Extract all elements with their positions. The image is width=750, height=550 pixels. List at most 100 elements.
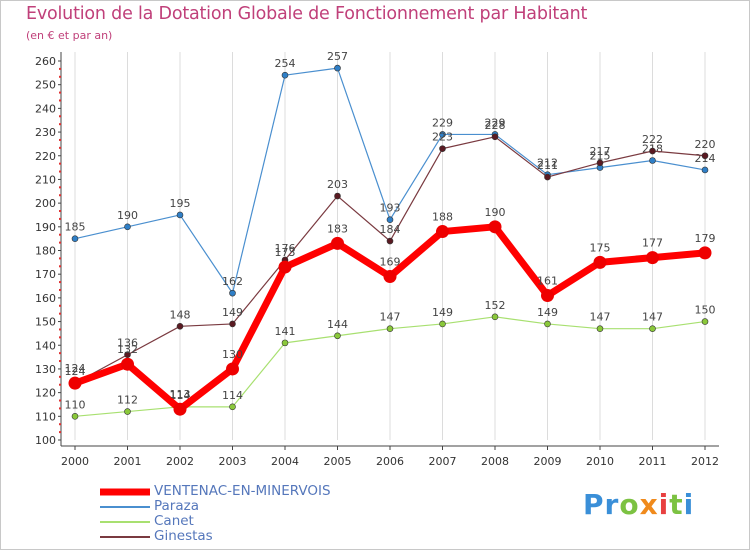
y-minor-tick — [59, 407, 61, 410]
data-point-canet — [596, 325, 604, 332]
data-label-canet: 149 — [537, 306, 558, 319]
data-point-canet — [491, 313, 499, 321]
y-minor-tick — [59, 288, 61, 291]
y-tick-label: 230 — [35, 126, 56, 139]
data-label-paraza: 215 — [590, 150, 611, 163]
data-point-ventenac — [698, 246, 712, 260]
data-label-canet: 114 — [170, 389, 191, 402]
y-tick-label: 240 — [35, 102, 56, 115]
data-point-canet — [386, 325, 394, 332]
data-label-paraza: 193 — [380, 202, 401, 215]
y-minor-tick — [59, 336, 61, 339]
y-tick-label: 120 — [35, 387, 56, 400]
x-tick-label: 2009 — [534, 455, 562, 468]
data-point-canet — [701, 318, 709, 325]
legend-swatch-ventenac — [100, 488, 150, 495]
y-tick-label: 130 — [35, 363, 56, 376]
data-label-paraza: 254 — [275, 57, 296, 70]
chart-title: Evolution de la Dotation Globale de Fonc… — [26, 4, 588, 24]
data-point-paraza — [701, 166, 709, 174]
y-minor-tick — [59, 186, 61, 189]
data-point-ventenac — [488, 220, 502, 234]
y-tick-label: 200 — [35, 197, 56, 210]
chart-subtitle: (en € et par an) — [26, 29, 113, 42]
data-label-canet: 150 — [695, 304, 716, 317]
data-label-paraza: 229 — [432, 116, 453, 129]
data-label-paraza: 162 — [222, 275, 243, 288]
data-point-ventenac — [121, 357, 134, 371]
data-point-ginestas — [386, 237, 394, 245]
legend-item-ginestas[interactable]: Ginestas — [100, 529, 331, 544]
data-label-ventenac: 183 — [327, 222, 348, 235]
legend-label-ginestas: Ginestas — [154, 528, 213, 544]
y-minor-tick — [59, 375, 61, 378]
data-label-ginestas: 184 — [380, 223, 401, 236]
data-point-ventenac — [226, 362, 239, 376]
data-label-canet: 114 — [222, 389, 243, 402]
data-label-ginestas: 211 — [537, 159, 558, 172]
legend-label-paraza: Paraza — [154, 498, 199, 514]
data-label-canet: 147 — [642, 311, 663, 324]
y-minor-tick — [59, 281, 61, 284]
data-label-ventenac: 175 — [590, 241, 611, 254]
y-minor-tick — [59, 233, 61, 236]
y-minor-tick — [59, 162, 61, 165]
data-point-ventenac — [593, 255, 607, 269]
data-label-paraza: 229 — [485, 116, 506, 129]
y-minor-tick — [59, 257, 61, 260]
data-label-paraza: 185 — [65, 221, 86, 234]
data-point-paraza — [386, 216, 394, 224]
data-point-ventenac — [68, 376, 82, 390]
data-label-ginestas: 149 — [222, 306, 243, 319]
data-label-canet: 144 — [327, 318, 348, 331]
legend-item-paraza[interactable]: Paraza — [100, 499, 331, 514]
y-minor-tick — [59, 423, 61, 426]
data-label-paraza: 257 — [327, 50, 348, 63]
proxiti-logo: Proxiti — [583, 488, 694, 521]
data-label-paraza: 212 — [537, 157, 558, 170]
data-label-paraza: 190 — [117, 209, 138, 222]
data-point-ginestas — [229, 320, 236, 328]
x-tick-label: 2004 — [271, 455, 299, 468]
legend-label-ventenac: VENTENAC-EN-MINERVOIS — [154, 483, 331, 499]
data-point-ventenac — [541, 289, 554, 303]
y-minor-tick — [59, 67, 61, 70]
data-point-paraza — [649, 157, 656, 164]
data-label-ginestas: 220 — [695, 138, 716, 151]
y-tick-label: 150 — [35, 316, 56, 329]
y-minor-tick — [59, 91, 61, 94]
data-label-canet: 141 — [275, 325, 296, 338]
y-tick-label: 220 — [35, 150, 56, 163]
data-point-ventenac — [278, 260, 292, 274]
x-tick-label: 2007 — [429, 455, 457, 468]
logo-letter: r — [604, 488, 620, 521]
y-minor-tick — [59, 304, 61, 307]
logo-letter: i — [658, 488, 670, 521]
y-tick-label: 260 — [35, 55, 56, 68]
legend-swatch-ginestas — [100, 535, 150, 538]
y-tick-label: 160 — [35, 292, 56, 305]
legend-swatch-paraza — [100, 505, 150, 508]
data-point-ginestas — [491, 133, 499, 141]
data-point-paraza — [439, 131, 446, 138]
legend-item-canet[interactable]: Canet — [100, 514, 331, 529]
legend-item-ventenac[interactable]: VENTENAC-EN-MINERVOIS — [100, 484, 331, 499]
data-point-canet — [544, 320, 551, 328]
y-minor-tick — [59, 138, 61, 141]
data-point-canet — [229, 403, 236, 411]
data-label-canet: 149 — [432, 306, 453, 319]
logo-letter: t — [669, 488, 684, 521]
x-tick-label: 2000 — [61, 455, 89, 468]
data-point-ventenac — [173, 402, 187, 416]
data-point-canet — [649, 325, 656, 332]
data-label-ginestas: 203 — [327, 178, 348, 191]
data-point-paraza — [176, 211, 184, 219]
y-minor-tick — [59, 217, 61, 220]
x-tick-label: 2001 — [114, 455, 142, 468]
data-point-ginestas — [176, 322, 184, 330]
data-label-ventenac: 188 — [432, 211, 453, 224]
data-label-canet: 112 — [117, 394, 138, 407]
x-tick-label: 2003 — [219, 455, 247, 468]
